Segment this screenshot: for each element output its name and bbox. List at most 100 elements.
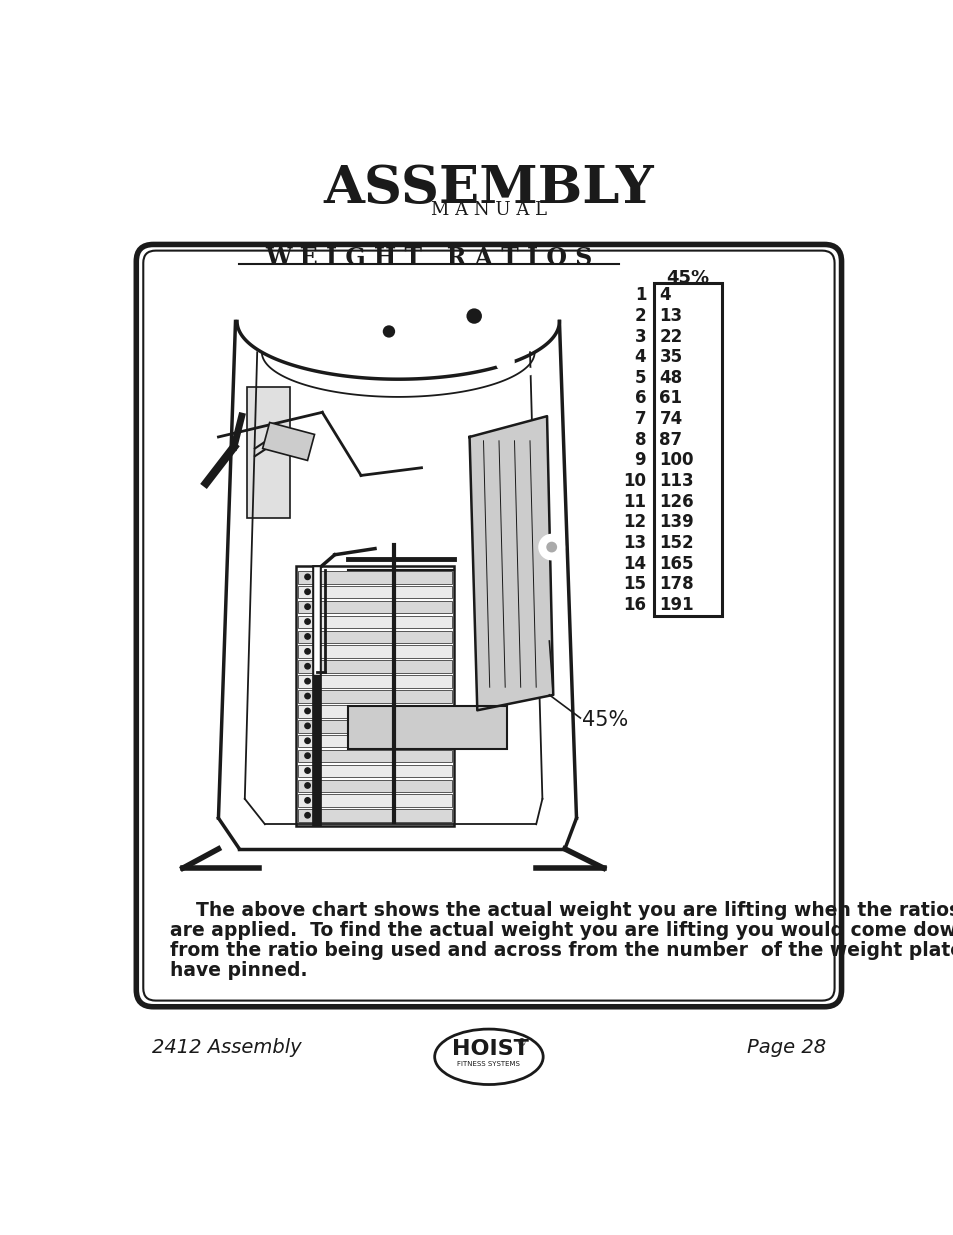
Circle shape <box>382 325 395 337</box>
Text: 1: 1 <box>634 287 645 304</box>
Bar <box>298 735 452 747</box>
Text: 191: 191 <box>659 595 694 614</box>
Bar <box>298 585 452 599</box>
Bar <box>298 646 452 658</box>
Text: 12: 12 <box>622 514 645 531</box>
Circle shape <box>305 663 310 669</box>
Text: 126: 126 <box>659 493 694 510</box>
Text: 16: 16 <box>622 595 645 614</box>
Text: 8: 8 <box>634 431 645 448</box>
Text: 45%: 45% <box>666 269 709 288</box>
Bar <box>295 567 454 826</box>
Bar <box>262 422 314 461</box>
Circle shape <box>305 783 310 788</box>
Text: 2412 Assembly: 2412 Assembly <box>152 1039 301 1057</box>
Polygon shape <box>469 416 553 710</box>
Circle shape <box>305 634 310 640</box>
Bar <box>298 794 452 806</box>
Bar <box>298 764 452 777</box>
Text: 13: 13 <box>622 534 645 552</box>
Circle shape <box>305 739 310 743</box>
Bar <box>298 600 452 614</box>
Text: 7: 7 <box>634 410 645 429</box>
Text: 178: 178 <box>659 576 694 593</box>
Text: 9: 9 <box>634 451 645 469</box>
Text: W E I G H T   R A T I O S: W E I G H T R A T I O S <box>265 246 592 270</box>
Text: 13: 13 <box>659 308 681 325</box>
Circle shape <box>305 619 310 624</box>
FancyBboxPatch shape <box>143 251 834 1000</box>
Text: ®: ® <box>517 1037 526 1049</box>
Circle shape <box>261 808 268 814</box>
Bar <box>298 750 452 762</box>
Circle shape <box>456 299 491 333</box>
Text: 61: 61 <box>659 389 681 408</box>
Text: 100: 100 <box>659 451 693 469</box>
Text: 11: 11 <box>622 493 645 510</box>
Text: 14: 14 <box>622 555 645 573</box>
Bar <box>298 676 452 688</box>
Text: 22: 22 <box>659 327 682 346</box>
Bar <box>298 631 452 643</box>
Ellipse shape <box>435 1029 542 1084</box>
Bar <box>298 705 452 718</box>
Bar <box>298 779 452 792</box>
Text: 139: 139 <box>659 514 694 531</box>
Text: 113: 113 <box>659 472 694 490</box>
Circle shape <box>305 813 310 818</box>
Text: 87: 87 <box>659 431 681 448</box>
Circle shape <box>538 535 563 559</box>
Text: 45%: 45% <box>581 710 627 730</box>
Bar <box>298 661 452 673</box>
Text: 35: 35 <box>659 348 681 367</box>
Circle shape <box>376 319 401 343</box>
Bar <box>298 690 452 703</box>
Text: M A N U A L: M A N U A L <box>431 201 546 219</box>
Circle shape <box>261 368 268 374</box>
Text: FITNESS SYSTEMS: FITNESS SYSTEMS <box>457 1061 519 1067</box>
Text: 10: 10 <box>622 472 645 490</box>
Text: 165: 165 <box>659 555 693 573</box>
Text: are applied.  To find the actual weight you are lifting you would come down: are applied. To find the actual weight y… <box>170 921 953 940</box>
Circle shape <box>305 708 310 714</box>
Circle shape <box>305 753 310 758</box>
Text: 6: 6 <box>634 389 645 408</box>
Circle shape <box>305 798 310 803</box>
Bar <box>654 283 721 616</box>
Text: 4: 4 <box>634 348 645 367</box>
Circle shape <box>305 678 310 684</box>
Circle shape <box>526 808 533 814</box>
Circle shape <box>466 309 481 324</box>
Text: 15: 15 <box>622 576 645 593</box>
Bar <box>348 706 506 748</box>
Circle shape <box>305 648 310 655</box>
Bar <box>298 571 452 583</box>
Text: ASSEMBLY: ASSEMBLY <box>323 163 654 214</box>
Text: 48: 48 <box>659 369 681 387</box>
Text: from the ratio being used and across from the number  of the weight plate you: from the ratio being used and across fro… <box>170 941 953 961</box>
Bar <box>298 615 452 629</box>
Circle shape <box>305 693 310 699</box>
Text: 5: 5 <box>634 369 645 387</box>
Text: Page 28: Page 28 <box>746 1039 825 1057</box>
Text: HOIST: HOIST <box>452 1039 528 1060</box>
Text: 152: 152 <box>659 534 694 552</box>
Text: 4: 4 <box>659 287 670 304</box>
Bar <box>298 809 452 823</box>
Text: have pinned.: have pinned. <box>170 961 307 981</box>
Circle shape <box>305 574 310 579</box>
Text: 74: 74 <box>659 410 682 429</box>
Text: The above chart shows the actual weight you are lifting when the ratios: The above chart shows the actual weight … <box>170 902 953 920</box>
Bar <box>298 720 452 732</box>
Circle shape <box>526 368 533 374</box>
Bar <box>247 387 290 517</box>
Text: 2: 2 <box>634 308 645 325</box>
FancyBboxPatch shape <box>136 245 841 1007</box>
Circle shape <box>305 604 310 609</box>
Circle shape <box>305 724 310 729</box>
Text: 3: 3 <box>634 327 645 346</box>
Circle shape <box>305 589 310 594</box>
Circle shape <box>305 768 310 773</box>
Circle shape <box>546 542 557 552</box>
Circle shape <box>497 353 513 370</box>
